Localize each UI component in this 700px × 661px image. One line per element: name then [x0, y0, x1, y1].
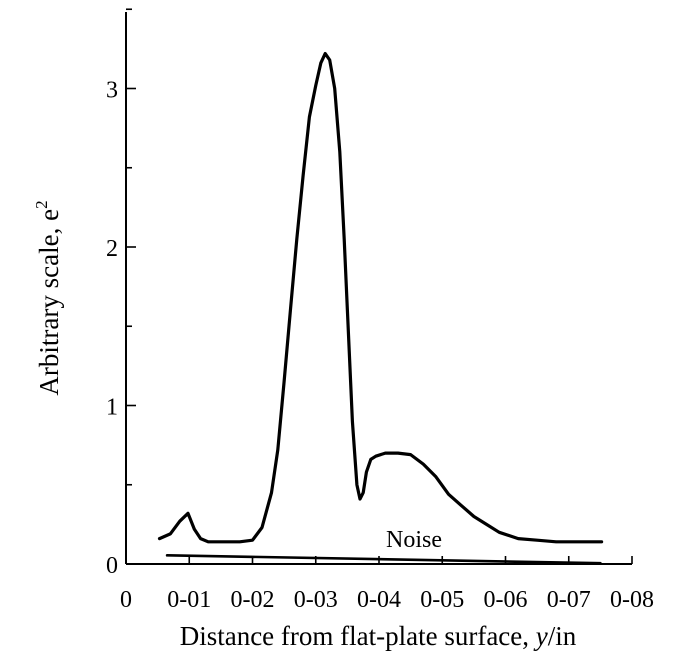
- x-tick-label: 0-02: [231, 587, 275, 613]
- series-group: [157, 52, 604, 565]
- x-tick-label: 0-08: [610, 587, 654, 613]
- y-axis-title-superscript: 2: [32, 200, 51, 209]
- x-tick-label: 0-05: [420, 587, 464, 613]
- y-ticks: 0 1 2 3: [106, 8, 136, 579]
- x-axis-title-variable: y: [533, 621, 548, 651]
- y-tick-label: 2: [106, 236, 118, 262]
- x-tick-label: 0-01: [167, 587, 211, 613]
- noise-annotation: Noise: [386, 527, 442, 553]
- signal-line: [157, 52, 604, 544]
- y-tick-label: 0: [106, 553, 118, 579]
- noise-line: [165, 554, 602, 565]
- y-axis-title-main: Arbitrary scale, e: [34, 209, 64, 396]
- y-axis-title: Arbitrary scale, e2: [32, 200, 64, 395]
- x-tick-label: 0-07: [547, 587, 591, 613]
- x-tick-label: 0-06: [484, 587, 528, 613]
- x-axis-title: Distance from flat-plate surface, y/in: [180, 621, 577, 651]
- x-tick-label: 0: [120, 587, 132, 613]
- x-axis-title-unit: /in: [548, 621, 577, 651]
- y-tick-label: 3: [106, 78, 118, 104]
- x-ticks: 0 0-01 0-02 0-03 0-04 0-05 0-06 0-07 0-08: [120, 556, 654, 613]
- y-tick-label: 1: [106, 395, 118, 421]
- x-tick-label: 0-03: [294, 587, 338, 613]
- x-tick-label: 0-04: [357, 587, 401, 613]
- x-axis-title-main: Distance from flat-plate surface,: [180, 621, 536, 651]
